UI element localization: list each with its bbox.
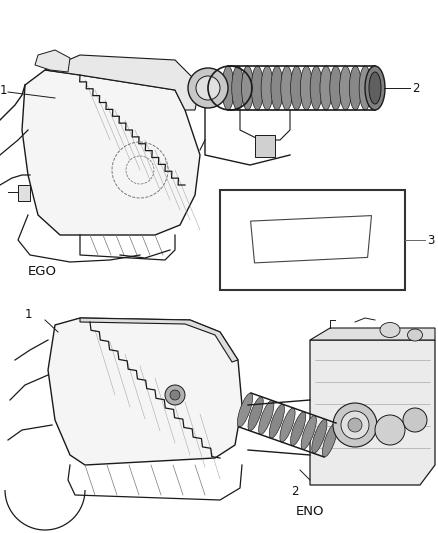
Polygon shape [254,249,380,263]
Ellipse shape [339,66,352,110]
Circle shape [165,385,185,405]
Polygon shape [22,70,200,235]
Bar [18,185,30,201]
Ellipse shape [330,66,342,110]
Polygon shape [35,50,70,72]
Ellipse shape [222,66,234,110]
Ellipse shape [300,66,312,110]
Ellipse shape [237,393,253,427]
Circle shape [403,408,427,432]
Circle shape [196,76,220,100]
Ellipse shape [320,66,332,110]
Polygon shape [80,318,238,362]
Polygon shape [251,216,371,263]
Text: 3: 3 [427,233,434,246]
Ellipse shape [301,415,316,449]
Circle shape [348,418,362,432]
Ellipse shape [271,66,283,110]
Ellipse shape [232,66,244,110]
Bar [255,135,275,157]
Text: EGO: EGO [28,265,57,278]
Polygon shape [45,55,200,110]
Text: 1: 1 [0,84,7,96]
Ellipse shape [241,66,254,110]
Ellipse shape [281,66,293,110]
Ellipse shape [350,66,361,110]
Text: ENO: ENO [296,505,324,518]
Bar [200,78,218,98]
Polygon shape [48,318,242,465]
Ellipse shape [365,66,385,110]
Circle shape [333,403,377,447]
Ellipse shape [310,66,322,110]
Circle shape [170,390,180,400]
Ellipse shape [248,397,263,431]
Ellipse shape [259,400,274,434]
Ellipse shape [280,408,295,442]
Ellipse shape [290,66,303,110]
Ellipse shape [380,322,400,337]
Polygon shape [310,328,435,340]
Polygon shape [310,340,435,485]
Ellipse shape [312,419,327,453]
Ellipse shape [322,423,338,457]
Circle shape [188,68,228,108]
Ellipse shape [359,66,371,110]
Text: 1: 1 [25,309,32,321]
Text: 2: 2 [291,485,299,498]
Ellipse shape [290,411,306,446]
Ellipse shape [269,404,284,438]
Bar [220,190,405,290]
Ellipse shape [251,66,263,110]
Circle shape [341,411,369,439]
Ellipse shape [407,329,423,341]
Ellipse shape [369,66,381,110]
Text: 2: 2 [412,82,420,94]
Ellipse shape [369,72,381,104]
Circle shape [375,415,405,445]
Ellipse shape [261,66,273,110]
